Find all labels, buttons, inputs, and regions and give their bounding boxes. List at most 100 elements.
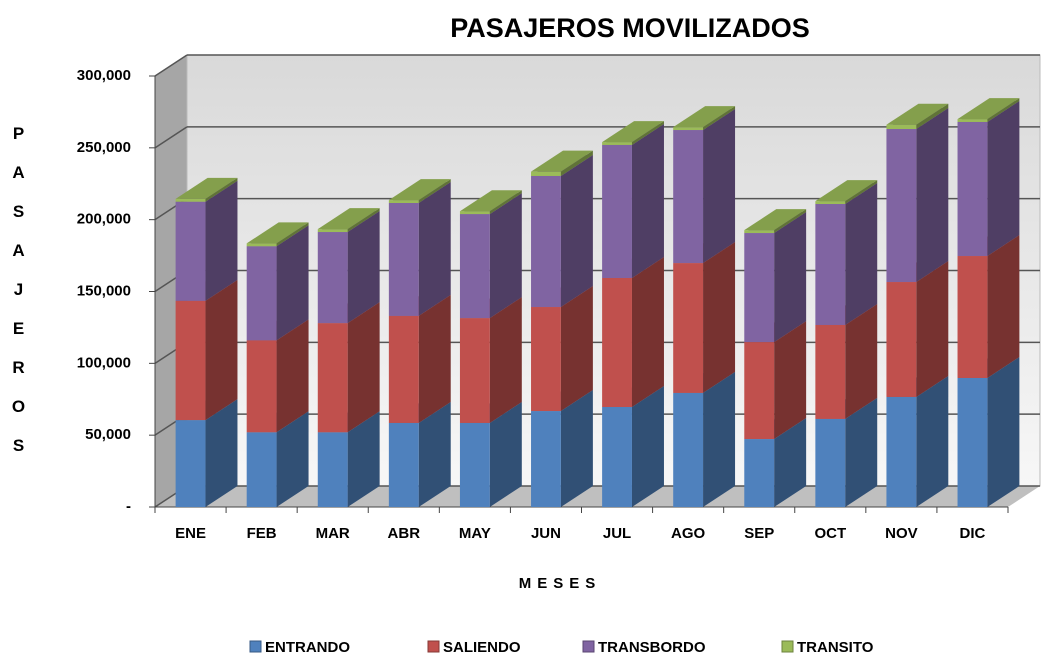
bar-top — [673, 106, 736, 128]
bar-top — [744, 209, 807, 231]
bar-side — [418, 294, 451, 423]
bar — [886, 124, 917, 130]
bar — [175, 201, 206, 301]
bar — [388, 315, 419, 423]
legend-swatch — [582, 640, 595, 653]
bar — [317, 323, 348, 433]
bar-side — [205, 180, 238, 301]
y-tick-label: 300,000 — [77, 67, 131, 84]
bar-side — [489, 401, 522, 507]
bar-side — [845, 180, 878, 205]
chart-title: PASAJEROS MOVILIZADOS — [450, 13, 810, 43]
x-tick-label: AGO — [671, 525, 706, 542]
bar-side — [276, 222, 309, 247]
x-axis-title: MESES — [519, 575, 602, 592]
x-tick-label: NOV — [885, 525, 918, 542]
bar-side — [276, 319, 309, 433]
bar-side — [703, 242, 736, 393]
x-tick-label: JUN — [531, 525, 561, 542]
x-tick-label: MAY — [459, 525, 491, 542]
bar-side — [418, 401, 451, 507]
bar — [246, 243, 277, 247]
bar-side — [631, 256, 664, 408]
bar — [317, 432, 348, 507]
y-tick-label: 250,000 — [77, 139, 131, 156]
bar — [815, 201, 846, 205]
bar — [673, 130, 704, 264]
bar — [815, 418, 846, 507]
bar — [459, 214, 490, 319]
x-tick-label: DIC — [960, 525, 986, 542]
x-tick-label: OCT — [814, 525, 846, 542]
y-tick-label: - — [126, 498, 131, 515]
bar — [388, 203, 419, 316]
bar-side — [347, 208, 380, 233]
y-tick-label: 100,000 — [77, 354, 131, 371]
bar-side — [916, 108, 949, 283]
legend-swatch — [781, 640, 794, 653]
bar-side — [205, 279, 238, 421]
bar — [957, 121, 988, 257]
bar — [602, 142, 632, 145]
bar-side — [489, 190, 522, 215]
bar-top — [388, 179, 451, 201]
bar-side — [774, 321, 807, 440]
bar — [815, 204, 846, 325]
bar-side — [703, 106, 736, 131]
y-tick-label: 200,000 — [77, 211, 131, 228]
bar-side — [276, 411, 309, 507]
bar — [602, 407, 632, 507]
bar — [531, 171, 561, 176]
bar-side — [774, 209, 807, 234]
bar-side — [631, 386, 664, 507]
bar — [246, 432, 277, 507]
bar-side — [987, 235, 1020, 378]
legend-swatch — [249, 640, 262, 653]
bar-top — [815, 180, 878, 202]
bar-side — [774, 418, 807, 507]
legend-label: TRANSITO — [797, 639, 874, 656]
bar — [673, 263, 704, 393]
bar — [175, 420, 206, 507]
x-tick-label: ABR — [388, 525, 421, 542]
bar-side — [845, 183, 878, 325]
bar — [886, 282, 917, 397]
bar-side — [347, 302, 380, 433]
bar — [459, 422, 490, 507]
x-tick-label: SEP — [744, 525, 774, 542]
bar — [602, 277, 632, 408]
bar — [815, 324, 846, 419]
bar — [531, 411, 561, 507]
bar — [459, 211, 490, 215]
y-axis-title: PASAJEROS — [9, 124, 28, 475]
bar-side — [276, 225, 309, 341]
bar — [388, 422, 419, 507]
x-tick-label: JUL — [603, 525, 631, 542]
bar — [744, 230, 775, 234]
legend-label: SALIENDO — [443, 639, 521, 656]
bar — [744, 342, 775, 440]
bar — [957, 119, 988, 122]
bar-side — [347, 411, 380, 507]
bar — [317, 229, 348, 233]
bar-top — [175, 177, 238, 199]
bar — [744, 233, 775, 343]
bar-side — [916, 103, 949, 130]
bar-side — [560, 150, 593, 176]
bar-side — [774, 212, 807, 343]
bar — [673, 392, 704, 507]
bar — [459, 318, 490, 423]
bar-side — [703, 109, 736, 264]
bar-top — [246, 222, 309, 244]
x-tick-label: FEB — [247, 525, 277, 542]
x-tick-label: ENE — [175, 525, 206, 542]
y-tick-label: 150,000 — [77, 282, 131, 299]
bar-top — [459, 190, 522, 212]
bar-top — [317, 208, 380, 230]
bar — [886, 129, 917, 283]
bar — [531, 307, 561, 412]
bar-side — [987, 356, 1020, 507]
legend-label: ENTRANDO — [265, 639, 350, 656]
bar-side — [205, 399, 238, 507]
